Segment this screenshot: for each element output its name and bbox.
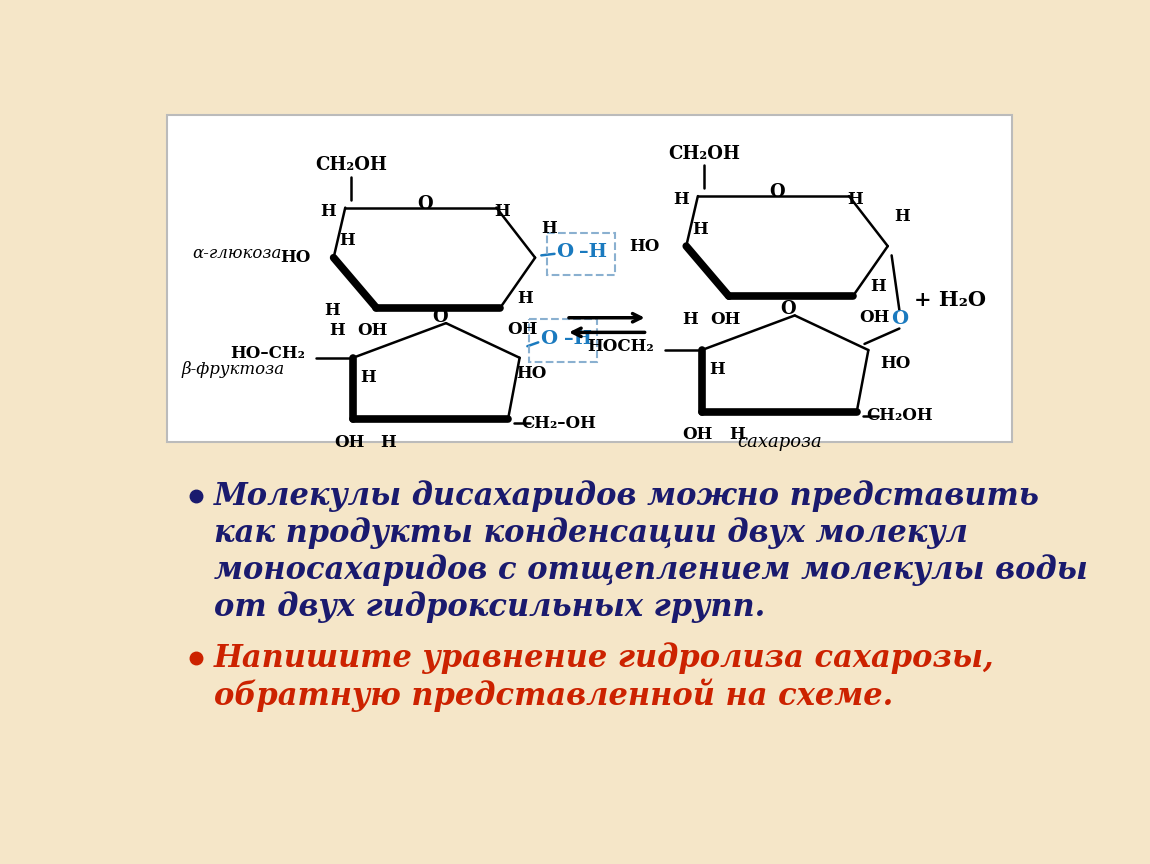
Text: HO: HO — [516, 365, 546, 382]
Text: H: H — [710, 361, 726, 378]
Text: H: H — [729, 426, 744, 443]
Text: H: H — [848, 192, 862, 208]
Text: O: O — [432, 308, 447, 326]
Text: CH₂OH: CH₂OH — [315, 156, 388, 175]
Text: + H₂O: + H₂O — [914, 290, 986, 310]
Text: HO–CH₂: HO–CH₂ — [230, 346, 305, 362]
Text: HOCH₂: HOCH₂ — [588, 338, 653, 355]
Text: H: H — [673, 192, 689, 208]
Text: H: H — [542, 220, 557, 237]
Bar — [546, 233, 615, 276]
Text: O: O — [891, 310, 908, 328]
Text: O: O — [769, 183, 785, 201]
Text: H: H — [324, 302, 339, 319]
Text: O: O — [416, 194, 432, 213]
Text: обратную представленной на схеме.: обратную представленной на схеме. — [214, 678, 892, 712]
Text: HO: HO — [880, 355, 911, 372]
Text: H: H — [339, 232, 355, 249]
Text: HO: HO — [629, 238, 659, 255]
Text: OH: OH — [859, 309, 890, 327]
Text: –H: –H — [580, 243, 607, 261]
Text: CH₂–OH: CH₂–OH — [521, 415, 596, 432]
Text: H: H — [682, 311, 698, 327]
Text: H: H — [869, 278, 886, 295]
Text: H: H — [494, 203, 511, 220]
Text: β-фруктоза: β-фруктоза — [182, 361, 284, 378]
Text: H: H — [380, 434, 396, 451]
Text: CH₂OH: CH₂OH — [668, 145, 739, 162]
Text: OH: OH — [358, 322, 388, 340]
Text: моносахаридов с отщеплением молекулы воды: моносахаридов с отщеплением молекулы вод… — [214, 555, 1087, 586]
Text: O: O — [781, 301, 796, 318]
Text: α-глюкоза: α-глюкоза — [192, 245, 282, 263]
Text: H: H — [692, 220, 708, 238]
Text: Молекулы дисахаридов можно представить: Молекулы дисахаридов можно представить — [214, 480, 1040, 512]
Text: как продукты конденсации двух молекул: как продукты конденсации двух молекул — [214, 518, 967, 550]
Text: от двух гидроксильных групп.: от двух гидроксильных групп. — [214, 591, 765, 623]
Text: O: O — [540, 329, 558, 347]
Bar — [529, 320, 597, 362]
Text: H: H — [894, 208, 910, 226]
Text: OH: OH — [683, 426, 713, 443]
Text: H: H — [321, 203, 336, 220]
Text: сахароза: сахароза — [737, 434, 821, 452]
Text: OH: OH — [334, 434, 365, 451]
Text: OH: OH — [507, 321, 537, 338]
Text: –H: –H — [564, 329, 592, 347]
Text: O: O — [555, 243, 573, 261]
Text: H: H — [361, 369, 376, 385]
Text: H: H — [518, 290, 532, 307]
Text: CH₂OH: CH₂OH — [866, 407, 933, 424]
Text: H: H — [330, 322, 345, 340]
Text: OH: OH — [710, 311, 741, 327]
Text: Напишите уравнение гидролиза сахарозы,: Напишите уравнение гидролиза сахарозы, — [214, 642, 994, 674]
Bar — [167, 115, 1012, 442]
Text: HO: HO — [279, 249, 310, 266]
